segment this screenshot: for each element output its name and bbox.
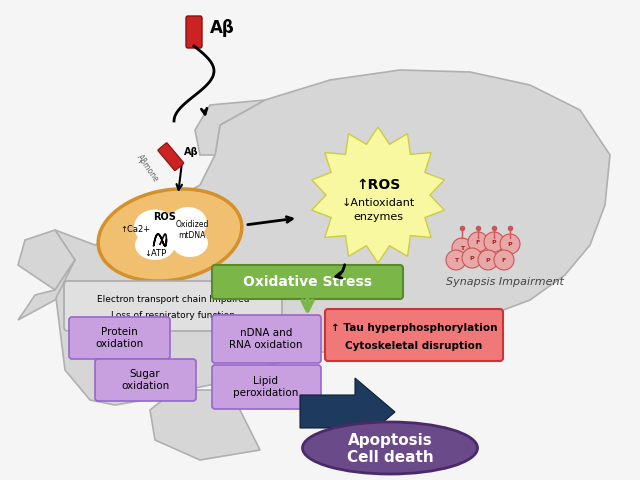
Text: Protein
oxidation: Protein oxidation bbox=[95, 327, 143, 349]
Text: T: T bbox=[460, 245, 464, 251]
Text: Sugar
oxidation: Sugar oxidation bbox=[121, 369, 169, 391]
Text: F: F bbox=[476, 240, 480, 244]
Ellipse shape bbox=[169, 207, 207, 239]
Text: ↑Ca2+: ↑Ca2+ bbox=[120, 226, 150, 235]
Text: ↑ROS: ↑ROS bbox=[356, 178, 400, 192]
FancyBboxPatch shape bbox=[158, 143, 184, 170]
Ellipse shape bbox=[135, 230, 175, 260]
Ellipse shape bbox=[172, 229, 208, 257]
FancyBboxPatch shape bbox=[212, 265, 403, 299]
Text: Aβ: Aβ bbox=[210, 19, 235, 37]
FancyBboxPatch shape bbox=[212, 365, 321, 409]
FancyBboxPatch shape bbox=[64, 281, 282, 331]
Polygon shape bbox=[18, 230, 75, 290]
Text: Cytoskeletal disruption: Cytoskeletal disruption bbox=[346, 341, 483, 351]
Circle shape bbox=[446, 250, 466, 270]
Text: nDNA and
RNA oxidation: nDNA and RNA oxidation bbox=[229, 328, 303, 350]
Text: ↓Antioxidant: ↓Antioxidant bbox=[341, 198, 415, 208]
FancyBboxPatch shape bbox=[212, 315, 321, 363]
Polygon shape bbox=[18, 260, 75, 320]
Text: F: F bbox=[502, 257, 506, 263]
Text: Cell death: Cell death bbox=[347, 451, 433, 466]
Text: P: P bbox=[486, 257, 490, 263]
Polygon shape bbox=[55, 70, 610, 405]
Text: enzymes: enzymes bbox=[353, 212, 403, 222]
Circle shape bbox=[462, 248, 482, 268]
Ellipse shape bbox=[303, 422, 477, 474]
Text: Apoptosis: Apoptosis bbox=[348, 432, 433, 447]
Circle shape bbox=[452, 238, 472, 258]
Text: ROS: ROS bbox=[154, 212, 177, 222]
Polygon shape bbox=[195, 100, 265, 155]
Text: Synapsis Impairment: Synapsis Impairment bbox=[446, 277, 564, 287]
Circle shape bbox=[500, 234, 520, 254]
Polygon shape bbox=[312, 127, 444, 263]
Text: Loss of respiratory function: Loss of respiratory function bbox=[111, 312, 235, 321]
Ellipse shape bbox=[134, 209, 176, 244]
Text: Aβmone: Aβmone bbox=[135, 153, 161, 183]
Circle shape bbox=[468, 232, 488, 252]
Text: Oxidized
mtDNA: Oxidized mtDNA bbox=[175, 220, 209, 240]
Text: Oxidative Stress: Oxidative Stress bbox=[243, 275, 372, 289]
FancyBboxPatch shape bbox=[69, 317, 170, 359]
Text: ↑ Tau hyperphosphorylation: ↑ Tau hyperphosphorylation bbox=[331, 323, 497, 333]
Text: ↓ATP: ↓ATP bbox=[144, 249, 166, 257]
Circle shape bbox=[484, 232, 504, 252]
Text: Electron transport chain Impaired: Electron transport chain Impaired bbox=[97, 296, 249, 304]
Text: T: T bbox=[454, 257, 458, 263]
FancyBboxPatch shape bbox=[186, 16, 202, 48]
Circle shape bbox=[494, 250, 514, 270]
Text: P: P bbox=[492, 240, 496, 244]
Circle shape bbox=[478, 250, 498, 270]
Polygon shape bbox=[300, 378, 395, 446]
Text: P: P bbox=[508, 241, 512, 247]
Text: Lipid
peroxidation: Lipid peroxidation bbox=[234, 376, 299, 398]
Ellipse shape bbox=[98, 189, 242, 281]
Text: Aβ: Aβ bbox=[184, 147, 198, 157]
Text: P: P bbox=[470, 255, 474, 261]
FancyBboxPatch shape bbox=[325, 309, 503, 361]
Polygon shape bbox=[150, 390, 260, 460]
FancyBboxPatch shape bbox=[95, 359, 196, 401]
Ellipse shape bbox=[160, 219, 190, 247]
